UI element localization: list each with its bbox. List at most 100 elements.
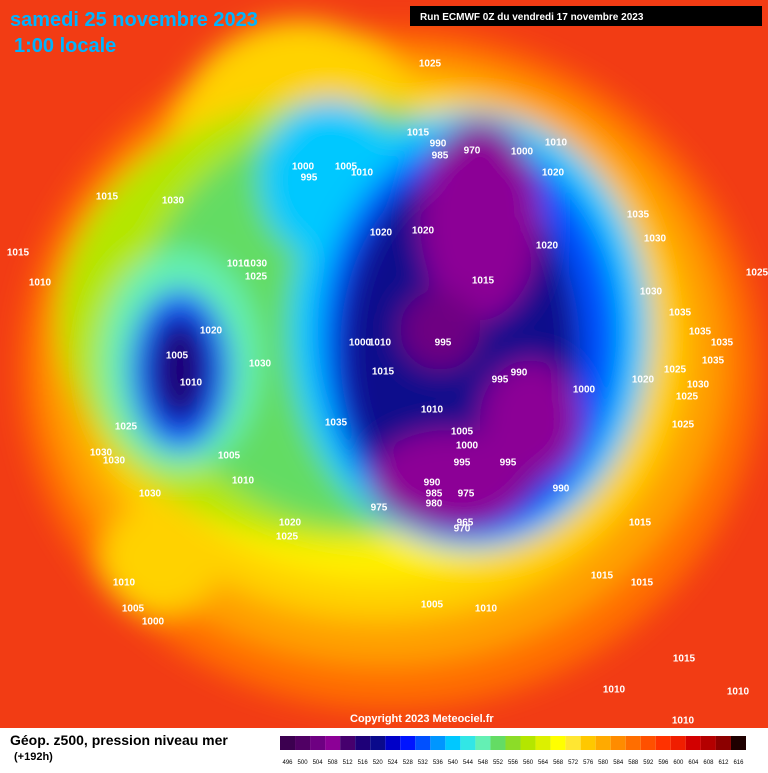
colorbar-swatch xyxy=(625,736,641,750)
isobar-label: 1020 xyxy=(370,228,393,239)
colorbar-label: 496 xyxy=(283,760,294,766)
isobar-label: 1015 xyxy=(673,654,696,665)
colorbar-label: 544 xyxy=(463,760,474,766)
colorbar-label: 572 xyxy=(568,760,579,766)
colorbar-swatch xyxy=(310,736,326,750)
colorbar-label: 532 xyxy=(418,760,429,766)
isobar-label: 1015 xyxy=(407,128,430,139)
colorbar-label: 568 xyxy=(553,760,564,766)
colorbar-swatch xyxy=(280,736,296,750)
colorbar-label: 528 xyxy=(403,760,414,766)
colorbar-swatch xyxy=(685,736,701,750)
colorbar-label: 584 xyxy=(613,760,624,766)
colorbar-label: 596 xyxy=(658,760,669,766)
isobar-label: 1010 xyxy=(475,604,498,615)
colorbar-swatch xyxy=(505,736,521,750)
isobar-label: 995 xyxy=(435,338,452,349)
isobar-label: 1020 xyxy=(536,241,559,252)
isobar-label: 965 xyxy=(457,518,474,529)
colorbar-swatch xyxy=(520,736,536,750)
isobar-label: 1015 xyxy=(472,276,495,287)
isobar-label: 1010 xyxy=(603,685,626,696)
colorbar-label: 520 xyxy=(373,760,384,766)
colorbar-swatch xyxy=(415,736,431,750)
isobar-label: 1020 xyxy=(279,518,302,529)
colorbar-label: 564 xyxy=(538,760,549,766)
isobar-label: 1015 xyxy=(629,518,652,529)
isobar-label: 1035 xyxy=(325,418,348,429)
isobar-label: 1010 xyxy=(545,138,568,149)
isobar-label: 1030 xyxy=(90,448,113,459)
isobar-label: 1035 xyxy=(627,210,650,221)
isobar-label: 1025 xyxy=(245,272,268,283)
colorbar-swatch xyxy=(610,736,626,750)
isobar-label: 1000 xyxy=(292,162,315,173)
isobar-label: 990 xyxy=(553,484,570,495)
colorbar-swatch xyxy=(445,736,461,750)
run-info: Run ECMWF 0Z du vendredi 17 novembre 202… xyxy=(420,12,644,23)
colorbar-label: 616 xyxy=(733,760,744,766)
isobar-label: 1015 xyxy=(631,578,654,589)
isobar-label: 1010 xyxy=(351,168,374,179)
isobar-label: 995 xyxy=(301,173,318,184)
isobar-label: 1015 xyxy=(96,192,119,203)
isobar-label: 1030 xyxy=(245,259,268,270)
isobar-label: 1010 xyxy=(180,378,203,389)
colorbar-swatch xyxy=(460,736,476,750)
colorbar-label: 512 xyxy=(343,760,354,766)
isobar-label: 1005 xyxy=(335,162,358,173)
field xyxy=(0,0,768,728)
colorbar-label: 604 xyxy=(688,760,699,766)
colorbar-label: 540 xyxy=(448,760,459,766)
colorbar-swatch xyxy=(400,736,416,750)
colorbar-label: 592 xyxy=(643,760,654,766)
colorbar-label: 524 xyxy=(388,760,399,766)
isobar-label: 1030 xyxy=(644,234,667,245)
isobar-label: 1000 xyxy=(573,385,596,396)
isobar-label: 1025 xyxy=(664,365,687,376)
colorbar-label: 508 xyxy=(328,760,339,766)
colorbar-swatch xyxy=(295,736,311,750)
isobar-label: 1005 xyxy=(122,604,145,615)
isobar-label: 1010 xyxy=(672,716,695,727)
colorbar-label: 556 xyxy=(508,760,519,766)
colorbar-label: 580 xyxy=(598,760,609,766)
isobar-label: 1000 xyxy=(349,338,372,349)
isobar-label: 975 xyxy=(458,489,475,500)
colorbar-swatch xyxy=(340,736,356,750)
isobar-label: 1010 xyxy=(113,578,136,589)
isobar-label: 1030 xyxy=(103,456,126,467)
colorbar-label: 560 xyxy=(523,760,534,766)
isobar-label: 1025 xyxy=(672,420,695,431)
isobar-label: 995 xyxy=(492,375,509,386)
colorbar-label: 612 xyxy=(718,760,729,766)
isobar-label: 1025 xyxy=(419,59,442,70)
isobar-label: 1025 xyxy=(746,268,768,279)
colorbar-swatch xyxy=(565,736,581,750)
colorbar-label: 608 xyxy=(703,760,714,766)
isobar-label: 980 xyxy=(426,499,443,510)
isobar-label: 1035 xyxy=(711,338,734,349)
isobar-label: 995 xyxy=(500,458,517,469)
colorbar-swatch xyxy=(730,736,746,750)
isobar-label: 1030 xyxy=(640,287,663,298)
isobar-label: 990 xyxy=(430,139,447,150)
colorbar-label: 600 xyxy=(673,760,684,766)
isobar-label: 1000 xyxy=(511,147,534,158)
isobar-label: 1035 xyxy=(669,308,692,319)
isobar-label: 1015 xyxy=(591,571,614,582)
title: samedi 25 novembre 2023 xyxy=(10,9,258,31)
colorbar-swatch xyxy=(640,736,656,750)
isobar-label: 1015 xyxy=(7,248,30,259)
colorbar-swatch xyxy=(355,736,371,750)
colorbar-swatch xyxy=(325,736,341,750)
isobar-label: 1020 xyxy=(632,375,655,386)
isobar-label: 1005 xyxy=(218,451,241,462)
colorbar-label: 552 xyxy=(493,760,504,766)
isobar-label: 1005 xyxy=(421,600,444,611)
isobar-label: 1010 xyxy=(369,338,392,349)
colorbar-swatch xyxy=(550,736,566,750)
isobar-label: 1010 xyxy=(421,405,444,416)
isobar-label: 1005 xyxy=(451,427,474,438)
